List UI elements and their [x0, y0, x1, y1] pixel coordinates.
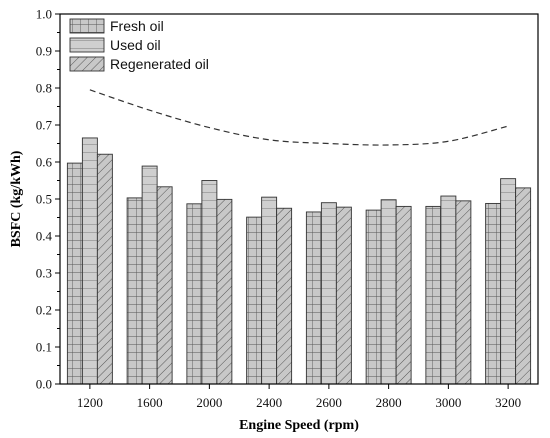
- y-tick-label: 0.5: [36, 192, 52, 207]
- legend-label-fresh-oil: Fresh oil: [110, 18, 164, 34]
- bar-fresh-oil-3200: [485, 202, 502, 385]
- x-tick-label: 3000: [435, 395, 461, 410]
- bar-regenerated-oil-2400: [276, 207, 293, 385]
- legend-swatch-regenerated-oil: [69, 56, 105, 72]
- bar-used-oil-1600: [141, 165, 158, 385]
- bar-used-oil-1200: [81, 137, 98, 385]
- y-tick-label: 0.3: [36, 266, 52, 281]
- legend: Fresh oil Used oil Regenerated oil: [69, 18, 209, 72]
- bar-fresh-oil-2800: [365, 209, 382, 385]
- series-used-oil: [81, 137, 517, 385]
- x-tick-label: 2600: [316, 395, 342, 410]
- y-tick-label: 0.9: [36, 44, 52, 59]
- bar-regenerated-oil-2000: [216, 198, 233, 385]
- x-tick-label: 1200: [77, 395, 103, 410]
- x-tick-label: 1600: [137, 395, 163, 410]
- bar-regenerated-oil-1600: [156, 186, 173, 385]
- y-tick-label: 0.2: [36, 303, 52, 318]
- bar-fresh-oil-1600: [126, 197, 143, 385]
- y-tick-label: 0.1: [36, 340, 52, 355]
- y-tick-label: 0.4: [36, 229, 53, 244]
- y-tick-label: 0.0: [36, 377, 52, 392]
- y-tick-label: 0.6: [36, 155, 53, 170]
- bar-regenerated-oil-2800: [395, 205, 412, 385]
- y-axis-title: BSFC (kg/kWh): [9, 150, 24, 247]
- bar-used-oil-3000: [440, 195, 457, 385]
- trend-curve-dashed: [89, 89, 509, 146]
- bar-regenerated-oil-3000: [455, 200, 472, 385]
- x-tick-label: 2800: [376, 395, 402, 410]
- legend-label-used-oil: Used oil: [110, 37, 161, 53]
- bar-fresh-oil-2600: [305, 211, 322, 385]
- bar-fresh-oil-2000: [186, 203, 203, 385]
- x-axis-title: Engine Speed (rpm): [239, 418, 359, 433]
- series-fresh-oil: [66, 162, 502, 385]
- legend-swatch-used-oil: [69, 37, 105, 53]
- bar-fresh-oil-2400: [246, 216, 263, 385]
- bar-regenerated-oil-2600: [335, 206, 352, 385]
- y-tick-label: 0.7: [36, 118, 53, 133]
- x-tick-label: 2400: [256, 395, 282, 410]
- y-tick-label: 0.8: [36, 81, 52, 96]
- bar-used-oil-3200: [500, 178, 517, 385]
- bar-used-oil-2600: [320, 202, 337, 385]
- bar-used-oil-2000: [201, 180, 218, 385]
- bar-fresh-oil-3000: [425, 205, 442, 385]
- bar-fresh-oil-1200: [66, 162, 83, 385]
- legend-swatch-fresh-oil: [69, 18, 105, 34]
- bar-regenerated-oil-3200: [515, 187, 532, 385]
- x-tick-label: 3200: [495, 395, 521, 410]
- bar-used-oil-2400: [261, 196, 278, 385]
- bar-regenerated-oil-1200: [96, 153, 113, 385]
- y-tick-label: 1.0: [36, 7, 52, 22]
- legend-label-regenerated-oil: Regenerated oil: [110, 56, 209, 72]
- x-tick-label: 2000: [196, 395, 222, 410]
- bar-used-oil-2800: [380, 199, 397, 385]
